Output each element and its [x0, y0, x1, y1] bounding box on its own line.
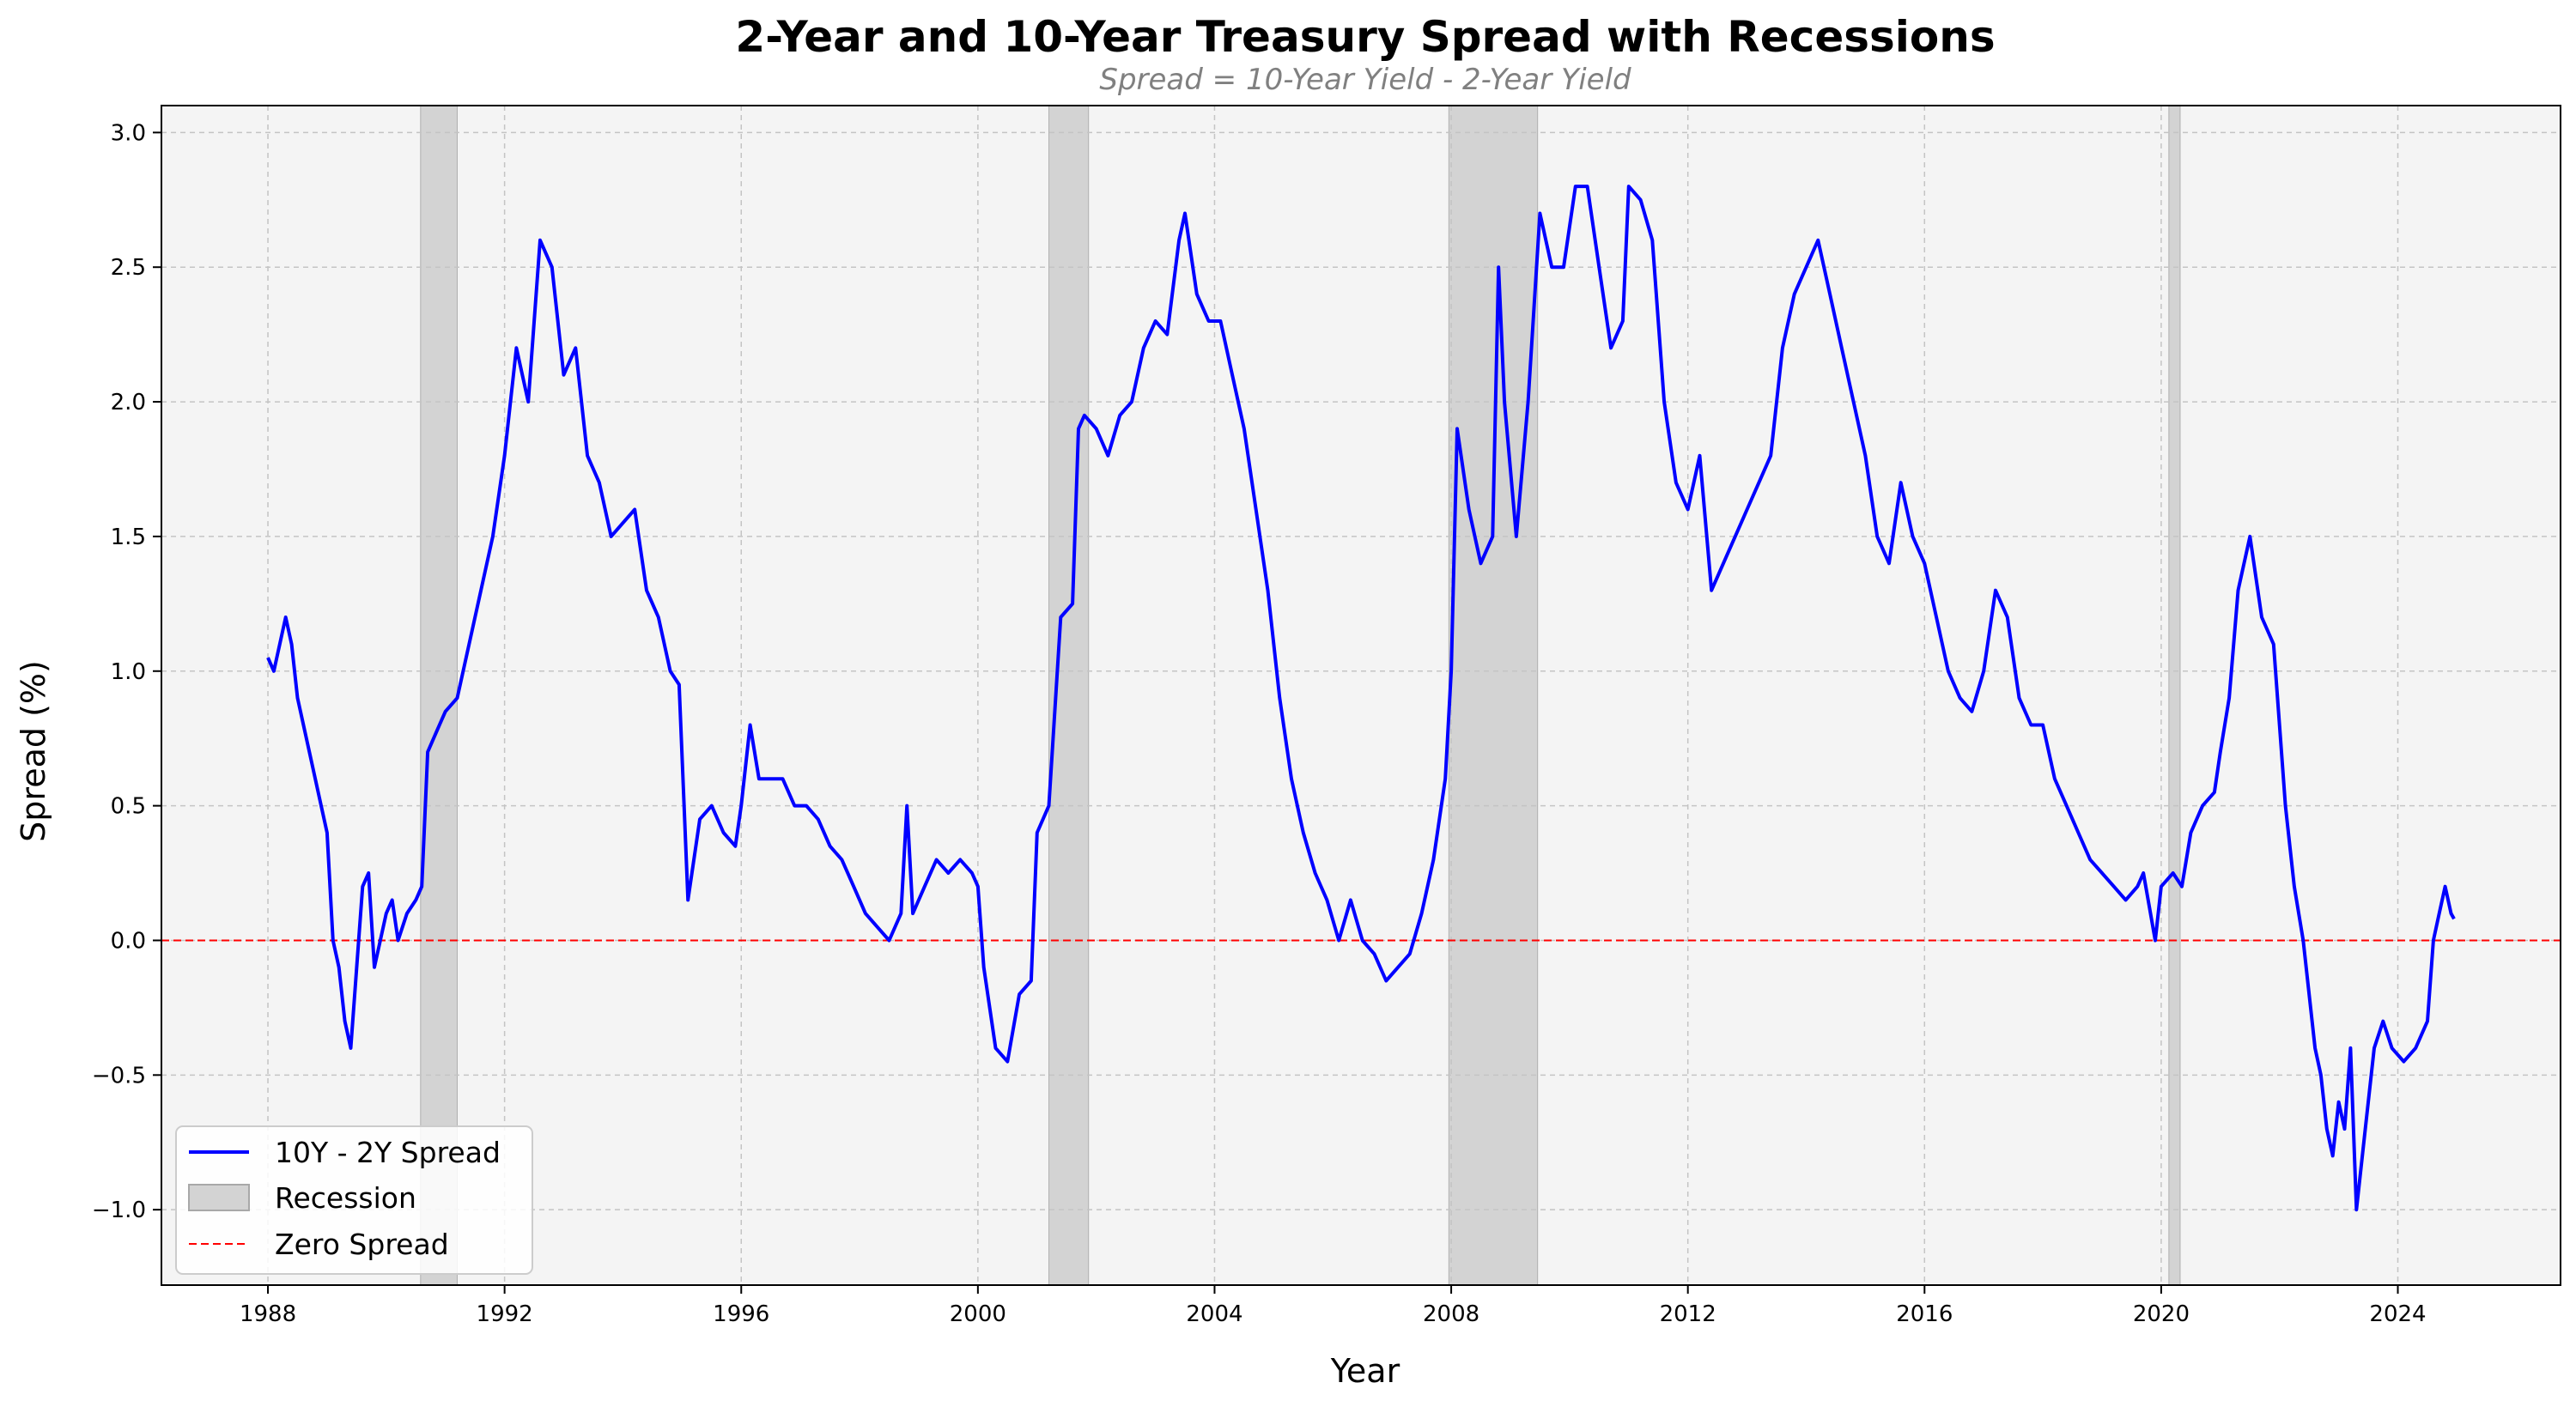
legend-label-recession: Recession — [275, 1181, 416, 1215]
legend-swatch-recession — [188, 1184, 250, 1211]
y-tick-label-4: 1.0 — [111, 659, 146, 685]
x-axis-ticks: 1988 1992 1996 2000 2004 2008 2012 2016 2020 2024 — [240, 1285, 2427, 1327]
y-tick-label-6: 2.0 — [111, 390, 146, 415]
x-tick-label-5: 2008 — [1423, 1301, 1479, 1327]
x-tick-label-1: 1992 — [477, 1301, 533, 1327]
x-tick-label-6: 2012 — [1660, 1301, 1716, 1327]
legend-label-spread: 10Y - 2Y Spread — [275, 1136, 501, 1169]
y-tick-label-1: −0.5 — [92, 1063, 146, 1089]
legend-box — [175, 1125, 533, 1275]
chart-subtitle: Spread = 10-Year Yield - 2-Year Yield — [1099, 63, 1631, 97]
recession-band-2 — [1448, 105, 1539, 1286]
y-axis-ticks: −1.0 −0.5 0.0 0.5 1.0 1.5 2.0 2.5 3.0 — [92, 120, 161, 1223]
y-tick-label-3: 0.5 — [111, 794, 146, 820]
x-tick-label-2: 1996 — [713, 1301, 769, 1327]
y-tick-label-0: −1.0 — [92, 1198, 146, 1223]
x-tick-label-9: 2024 — [2369, 1301, 2426, 1327]
y-tick-label-5: 1.5 — [111, 525, 146, 550]
legend-label-zero: Zero Spread — [275, 1228, 449, 1261]
chart-title: 2-Year and 10-Year Treasury Spread with … — [735, 12, 1995, 62]
spread-line — [266, 185, 2456, 1212]
plot-area — [161, 106, 2561, 1285]
legend: 10Y - 2Y Spread Recession Zero Spread — [175, 1125, 533, 1275]
x-tick-label-4: 2004 — [1186, 1301, 1242, 1327]
y-tick-label-8: 3.0 — [111, 120, 146, 146]
recession-band-0 — [420, 105, 459, 1286]
x-tick-label-8: 2020 — [2133, 1301, 2190, 1327]
recession-band-3 — [2168, 105, 2181, 1286]
x-axis-label: Year — [1330, 1352, 1400, 1390]
x-tick-label-7: 2016 — [1896, 1301, 1953, 1327]
y-tick-label-7: 2.5 — [111, 255, 146, 281]
x-tick-label-0: 1988 — [240, 1301, 296, 1327]
x-tick-label-3: 2000 — [950, 1301, 1006, 1327]
plot-frame — [161, 105, 2561, 1286]
y-axis-label: Spread (%) — [15, 660, 52, 842]
y-tick-label-2: 0.0 — [111, 928, 146, 954]
